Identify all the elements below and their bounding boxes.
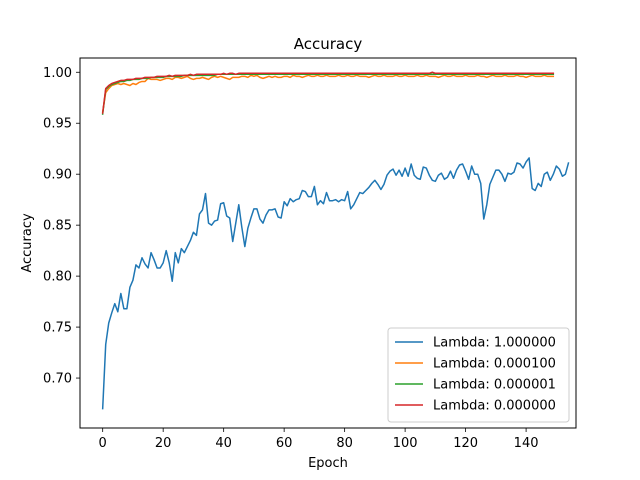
y-axis-ticks: 0.70 0.75 0.80 0.85 0.90 0.95 1.00 [43,66,80,387]
x-tick-label: 20 [155,436,172,451]
x-tick-label: 60 [276,436,293,451]
y-tick-label: 1.00 [43,66,72,81]
x-tick-label: 80 [336,436,353,451]
x-tick-label: 40 [215,436,232,451]
plot-frame [79,57,577,429]
x-tick-label: 0 [99,436,107,451]
series-line-0 [101,157,570,410]
series-lines [101,71,570,410]
legend-label: Lambda: 0.000001 [433,378,556,393]
series-line-3 [101,71,555,114]
chart-legend: Lambda: 1.000000 Lambda: 0.000100 Lambda: … [387,327,570,423]
x-tick-label: 120 [453,436,478,451]
y-tick-label: 0.85 [43,219,72,234]
x-axis-ticks: 0 20 40 60 80 100 120 140 [99,428,539,451]
chart-title: Accuracy [294,35,363,53]
legend-label: Lambda: 0.000000 [433,399,556,414]
legend-label: Lambda: 0.000100 [433,357,556,372]
y-tick-label: 0.75 [43,321,72,336]
x-axis-label: Epoch [308,456,348,471]
series-line-2 [101,73,555,115]
series-line-1 [101,74,555,113]
legend-label: Lambda: 1.000000 [433,336,556,351]
y-tick-label: 0.95 [43,117,72,132]
y-axis-label: Accuracy [20,213,35,273]
legend-box [387,327,570,423]
y-tick-label: 0.90 [43,168,72,183]
x-tick-label: 140 [514,436,539,451]
x-tick-label: 100 [393,436,418,451]
y-tick-label: 0.70 [43,372,72,387]
y-tick-label: 0.80 [43,270,72,285]
